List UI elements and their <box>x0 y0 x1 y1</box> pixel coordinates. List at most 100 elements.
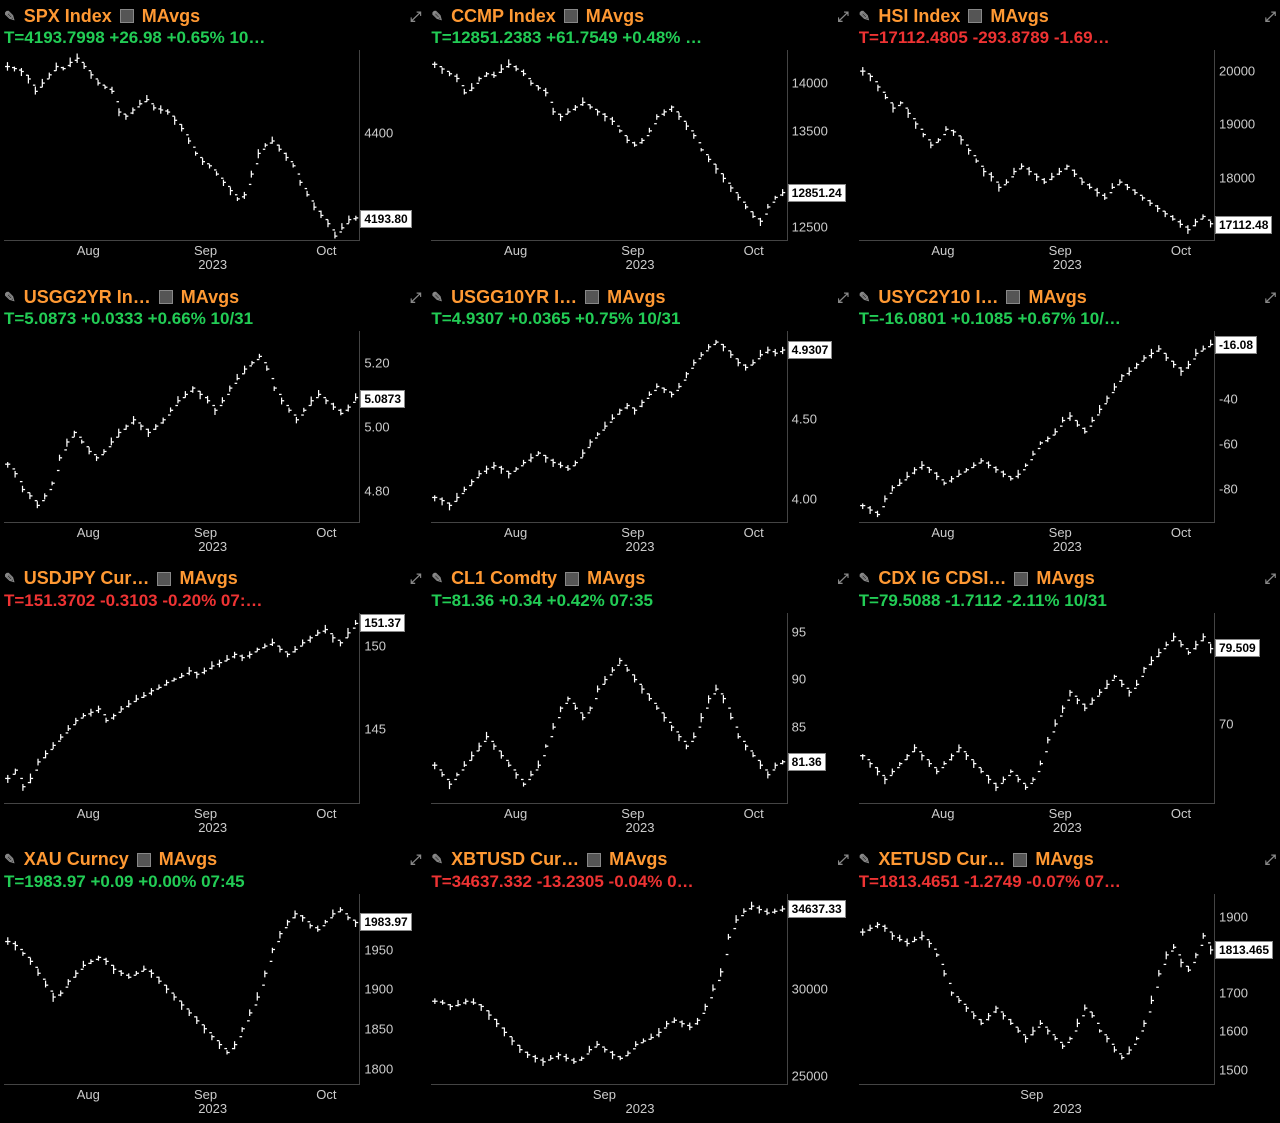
edit-icon[interactable]: ✎ <box>4 289 16 306</box>
ticker-name[interactable]: HSI Index <box>878 6 960 27</box>
expand-icon[interactable]: ⤢ <box>1265 851 1276 868</box>
mavgs-label[interactable]: MAvgs <box>1028 287 1086 308</box>
edit-icon[interactable]: ✎ <box>431 570 443 587</box>
x-tick-label: Sep <box>1049 806 1072 821</box>
expand-icon[interactable]: ⤢ <box>837 851 848 868</box>
ticker-name[interactable]: USDJPY Cur… <box>24 568 150 589</box>
chart-area[interactable]: 44004193.80 <box>4 50 421 241</box>
mavgs-checkbox[interactable] <box>1014 572 1028 586</box>
edit-icon[interactable]: ✎ <box>4 8 16 25</box>
ticker-name[interactable]: CCMP Index <box>451 6 556 27</box>
mavgs-checkbox[interactable] <box>585 290 599 304</box>
edit-icon[interactable]: ✎ <box>431 8 443 25</box>
price-badge: 5.0873 <box>360 390 405 408</box>
ticker-name[interactable]: SPX Index <box>24 6 112 27</box>
expand-icon[interactable]: ⤢ <box>1265 8 1276 25</box>
ticker-name[interactable]: CL1 Comdty <box>451 568 557 589</box>
mavgs-label[interactable]: MAvgs <box>179 568 237 589</box>
ticker-name[interactable]: XETUSD Cur… <box>878 849 1005 870</box>
chart-area[interactable]: 95908581.36 <box>431 613 848 804</box>
expand-icon[interactable]: ⤢ <box>837 289 848 306</box>
mavgs-checkbox[interactable] <box>968 9 982 23</box>
mavgs-checkbox[interactable] <box>159 290 173 304</box>
panel-stats: T=17112.4805 -293.8789 -1.69… <box>859 28 1276 50</box>
chart-plot[interactable] <box>4 613 359 804</box>
x-axis: Sep2023 <box>431 1085 848 1119</box>
expand-icon[interactable]: ⤢ <box>837 8 848 25</box>
expand-icon[interactable]: ⤢ <box>1265 289 1276 306</box>
expand-icon[interactable]: ⤢ <box>410 289 421 306</box>
mavgs-checkbox[interactable] <box>565 572 579 586</box>
x-year-label: 2023 <box>198 820 227 835</box>
mavgs-checkbox[interactable] <box>157 572 171 586</box>
mavgs-label[interactable]: MAvgs <box>1036 568 1094 589</box>
x-year-label: 2023 <box>1053 539 1082 554</box>
chart-area[interactable]: 300002500034637.33 <box>431 894 848 1085</box>
chart-area[interactable]: -40-60-80-16.08 <box>859 331 1276 522</box>
chart-plot[interactable] <box>431 331 786 522</box>
ticker-name[interactable]: CDX IG CDSI… <box>878 568 1006 589</box>
chart-area[interactable]: 19001700160015001813.465 <box>859 894 1276 1085</box>
ticker-name[interactable]: USGG2YR In… <box>24 287 151 308</box>
x-axis: AugSepOct2023 <box>4 241 421 275</box>
mavgs-label[interactable]: MAvgs <box>1035 849 1093 870</box>
chart-plot[interactable] <box>859 613 1214 804</box>
chart-area[interactable]: 20000190001800017112.48 <box>859 50 1276 241</box>
chart-plot[interactable] <box>859 894 1214 1085</box>
chart-area[interactable]: 7079.509 <box>859 613 1276 804</box>
edit-icon[interactable]: ✎ <box>859 851 871 868</box>
y-tick-label: 1600 <box>1219 1024 1248 1039</box>
edit-icon[interactable]: ✎ <box>859 570 871 587</box>
ticker-name[interactable]: XBTUSD Cur… <box>451 849 579 870</box>
expand-icon[interactable]: ⤢ <box>1265 570 1276 587</box>
edit-icon[interactable]: ✎ <box>859 8 871 25</box>
edit-icon[interactable]: ✎ <box>4 851 16 868</box>
chart-plot[interactable] <box>431 613 786 804</box>
mavgs-label[interactable]: MAvgs <box>142 6 200 27</box>
y-axis: 20000190001800017112.48 <box>1214 50 1276 241</box>
chart-plot[interactable] <box>431 50 786 241</box>
ticker-name[interactable]: USGG10YR I… <box>451 287 577 308</box>
chart-area[interactable]: 19501900185018001983.97 <box>4 894 421 1085</box>
mavgs-label[interactable]: MAvgs <box>586 6 644 27</box>
mavgs-checkbox[interactable] <box>1006 290 1020 304</box>
mavgs-label[interactable]: MAvgs <box>607 287 665 308</box>
mavgs-label[interactable]: MAvgs <box>181 287 239 308</box>
panel-header: ✎ XBTUSD Cur… MAvgs ⤢ <box>431 848 848 872</box>
expand-icon[interactable]: ⤢ <box>837 570 848 587</box>
x-tick-label: Aug <box>77 1087 100 1102</box>
expand-icon[interactable]: ⤢ <box>410 851 421 868</box>
mavgs-label[interactable]: MAvgs <box>587 568 645 589</box>
chart-area[interactable]: 4.504.004.9307 <box>431 331 848 522</box>
price-badge: 1983.97 <box>360 913 411 931</box>
expand-icon[interactable]: ⤢ <box>410 8 421 25</box>
chart-plot[interactable] <box>4 331 359 522</box>
edit-icon[interactable]: ✎ <box>4 570 16 587</box>
mavgs-label[interactable]: MAvgs <box>609 849 667 870</box>
mavgs-checkbox[interactable] <box>120 9 134 23</box>
mavgs-label[interactable]: MAvgs <box>990 6 1048 27</box>
chart-area[interactable]: 14000135001250012851.24 <box>431 50 848 241</box>
mavgs-checkbox[interactable] <box>1013 853 1027 867</box>
chart-area[interactable]: 150145151.37 <box>4 613 421 804</box>
ticker-name[interactable]: XAU Curncy <box>24 849 129 870</box>
chart-area[interactable]: 5.205.004.805.0873 <box>4 331 421 522</box>
chart-plot[interactable] <box>431 894 786 1085</box>
mavgs-checkbox[interactable] <box>137 853 151 867</box>
ticker-name[interactable]: USYC2Y10 I… <box>878 287 998 308</box>
x-year-label: 2023 <box>626 820 655 835</box>
panel-header: ✎ HSI Index MAvgs ⤢ <box>859 4 1276 28</box>
chart-plot[interactable] <box>4 894 359 1085</box>
mavgs-checkbox[interactable] <box>587 853 601 867</box>
mavgs-label[interactable]: MAvgs <box>159 849 217 870</box>
chart-plot[interactable] <box>859 331 1214 522</box>
chart-panel-ccmp: ✎CCMP IndexMAvgs⤢T=12851.2383 +61.7549 +… <box>427 0 852 279</box>
x-tick-label: Aug <box>77 243 100 258</box>
edit-icon[interactable]: ✎ <box>859 289 871 306</box>
mavgs-checkbox[interactable] <box>564 9 578 23</box>
edit-icon[interactable]: ✎ <box>431 289 443 306</box>
expand-icon[interactable]: ⤢ <box>410 570 421 587</box>
edit-icon[interactable]: ✎ <box>431 851 443 868</box>
chart-plot[interactable] <box>4 50 359 241</box>
chart-plot[interactable] <box>859 50 1214 241</box>
